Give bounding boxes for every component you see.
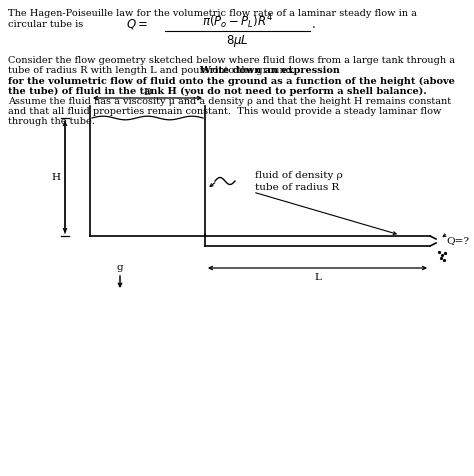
Text: for the volumetric flow of fluid onto the ground as a function of the height (ab: for the volumetric flow of fluid onto th… — [8, 76, 455, 85]
Text: circular tube is: circular tube is — [8, 20, 83, 29]
Text: $\pi(P_o - P_L)R^4$: $\pi(P_o - P_L)R^4$ — [201, 12, 273, 31]
Text: Q=?: Q=? — [446, 236, 469, 245]
Text: L: L — [314, 272, 321, 281]
Text: $Q =$: $Q =$ — [126, 17, 148, 31]
Text: Write down an expression: Write down an expression — [199, 66, 340, 75]
Text: .: . — [312, 18, 316, 31]
Text: tube of radius R with length L and pours onto the ground.: tube of radius R with length L and pours… — [8, 66, 301, 75]
Text: The Hagen-Poiseuille law for the volumetric flow rate of a laminar steady flow i: The Hagen-Poiseuille law for the volumet… — [8, 9, 417, 18]
Text: fluid of density ρ: fluid of density ρ — [255, 170, 343, 179]
Text: and that all fluid properties remain constant.  This would provide a steady lami: and that all fluid properties remain con… — [8, 107, 441, 116]
Text: tube of radius R: tube of radius R — [255, 183, 339, 192]
Text: D: D — [143, 88, 152, 97]
Text: through the tube.: through the tube. — [8, 117, 95, 126]
Text: H: H — [52, 173, 61, 182]
Text: the tube) of fluid in the tank H (you do not need to perform a shell balance).: the tube) of fluid in the tank H (you do… — [8, 87, 427, 96]
Text: Consider the flow geometry sketched below where fluid flows from a large tank th: Consider the flow geometry sketched belo… — [8, 56, 455, 65]
Text: g: g — [117, 262, 123, 271]
Text: $8\mu L$: $8\mu L$ — [226, 33, 248, 49]
Text: Assume the fluid has a viscosity μ and a density ρ and that the height H remains: Assume the fluid has a viscosity μ and a… — [8, 97, 451, 106]
